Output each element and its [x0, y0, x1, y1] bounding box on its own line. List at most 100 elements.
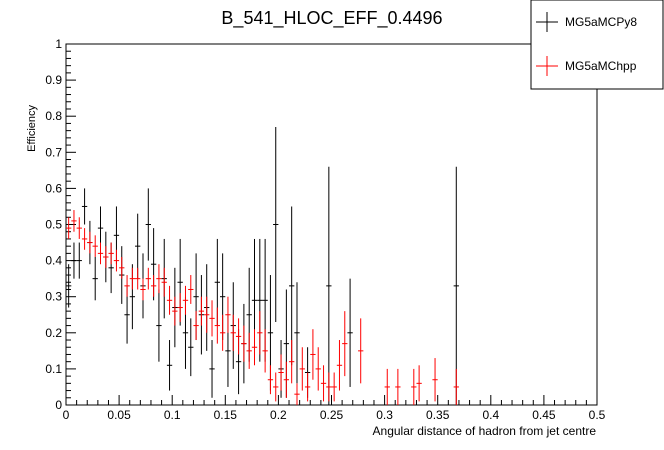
data-point-mg5amcpy8 [273, 127, 279, 322]
data-point-mg5amcpy8 [326, 166, 332, 405]
data-point-mg5amchpp [267, 365, 274, 395]
data-point-mg5amchpp [156, 264, 162, 294]
legend-label-mg5amcpy8: MG5aMCPy8 [565, 15, 637, 29]
data-point-mg5amchpp [214, 307, 220, 344]
data-point-mg5amchpp [257, 311, 263, 355]
data-point-mg5amchpp [92, 235, 98, 257]
y-tick-label: 0.1 [45, 362, 62, 376]
data-point-mg5amchpp [262, 329, 268, 373]
y-tick-label: 0.5 [45, 218, 62, 232]
data-point-mg5amchpp [198, 296, 205, 326]
data-point-mg5amchpp [251, 329, 258, 366]
data-point-mg5amchpp [246, 332, 252, 369]
data-point-mg5amchpp [326, 372, 332, 402]
data-point-mg5amcpy8 [66, 264, 72, 308]
y-tick-label: 0.2 [45, 326, 62, 340]
data-point-mg5amchpp [177, 293, 183, 322]
data-point-mg5amcpy8 [81, 188, 88, 225]
y-axis: 0 0.1 0.2 0.3 0.4 0.5 0.6 0.7 0.8 0.9 1 [45, 37, 76, 412]
data-point-mg5amcpy8 [209, 340, 215, 398]
data-point-mg5amchpp [182, 285, 189, 315]
x-tick-label: 0 [63, 408, 70, 422]
data-point-mg5amchpp [81, 228, 88, 250]
data-point-mg5amchpp [219, 314, 226, 351]
x-tick-label: 0.4 [482, 408, 499, 422]
data-point-mg5amchpp [241, 325, 247, 362]
y-tick-label: 0.4 [45, 254, 62, 268]
legend-marker-mg5amcpy8 [536, 12, 558, 32]
data-point-mg5amcpy8 [92, 256, 98, 301]
data-point-mg5amchpp [331, 372, 337, 402]
chart-title: B_541_HLOC_EFF_0.4496 [221, 8, 442, 29]
y-tick-label: 0.3 [45, 290, 62, 304]
data-point-mg5amchpp [193, 311, 199, 341]
data-point-mg5amchpp [411, 368, 417, 405]
data-point-mg5amchpp [283, 361, 290, 398]
data-series [66, 127, 459, 405]
y-tick-label: 1 [55, 37, 62, 51]
data-point-mg5amchpp [145, 267, 151, 290]
data-point-mg5amcpy8 [76, 242, 82, 279]
x-tick-label: 0.5 [589, 408, 606, 422]
x-tick-label: 0.05 [107, 408, 131, 422]
data-point-mg5amcpy8 [71, 242, 77, 279]
data-point-mg5amchpp [71, 210, 77, 232]
data-point-mg5amcpy8 [453, 166, 459, 405]
data-point-mg5amchpp [87, 231, 93, 254]
x-tick-label: 0.25 [320, 408, 344, 422]
data-point-mg5amchpp [108, 242, 114, 265]
data-point-mg5amchpp [119, 256, 125, 279]
data-point-mg5amchpp [124, 275, 130, 297]
x-axis-label: Angular distance of hadron from jet cent… [373, 424, 597, 438]
data-point-mg5amcpy8 [166, 340, 173, 391]
data-point-mg5amchpp [358, 318, 364, 384]
data-point-mg5amchpp [188, 275, 194, 304]
y-tick-label: 0.8 [45, 109, 62, 123]
data-point-mg5amchpp [76, 217, 82, 239]
legend-label-mg5amchpp: MG5aMChpp [565, 59, 637, 73]
data-point-mg5amchpp [453, 368, 459, 405]
x-tick-label: 0.45 [532, 408, 556, 422]
data-point-mg5amchpp [299, 347, 305, 391]
data-point-mg5amchpp [320, 365, 327, 402]
y-tick-label: 0 [55, 398, 62, 412]
data-point-mg5amchpp [161, 267, 167, 297]
data-point-mg5amchpp [135, 267, 141, 290]
data-point-mg5amchpp [384, 368, 390, 405]
data-point-mg5amchpp [273, 372, 279, 402]
data-point-mg5amchpp [66, 217, 72, 239]
data-point-mg5amcpy8 [289, 206, 295, 366]
data-point-mg5amchpp [235, 318, 242, 355]
data-point-mg5amchpp [315, 347, 321, 391]
data-point-mg5amchpp [289, 340, 295, 384]
data-point-mg5amchpp [103, 246, 109, 268]
data-point-mg5amchpp [336, 340, 343, 391]
data-point-mg5amchpp [166, 285, 173, 315]
data-point-mg5amcpy8 [188, 318, 194, 377]
legend: MG5aMCPy8 MG5aMChpp [530, 0, 664, 90]
data-point-mg5amcpy8 [145, 188, 151, 261]
data-point-mg5amchpp [304, 372, 311, 402]
data-point-mg5amchpp [310, 329, 316, 380]
x-tick-label: 0.35 [426, 408, 450, 422]
data-point-mg5amchpp [395, 368, 401, 405]
data-point-mg5amchpp [204, 296, 210, 333]
data-point-mg5amcpy8 [347, 278, 353, 387]
data-point-mg5amchpp [209, 300, 215, 337]
x-axis: 0 0.05 0.1 0.15 0.2 0.25 0.3 0.35 0.4 0.45 0.5 [63, 395, 606, 422]
data-point-mg5amchpp [278, 354, 284, 391]
data-point-mg5amchpp [432, 358, 438, 402]
data-point-mg5amchpp [225, 296, 231, 333]
data-point-mg5amchpp [294, 383, 300, 405]
data-point-mg5amchpp [230, 314, 236, 351]
data-point-mg5amchpp [342, 311, 348, 377]
data-point-mg5amchpp [113, 249, 120, 272]
x-tick-label: 0.2 [270, 408, 287, 422]
x-tick-label: 0.15 [214, 408, 238, 422]
x-tick-label: 0.3 [376, 408, 393, 422]
y-axis-label: Efficiency [26, 105, 38, 152]
legend-box [530, 0, 664, 90]
data-point-mg5amchpp [150, 275, 157, 297]
